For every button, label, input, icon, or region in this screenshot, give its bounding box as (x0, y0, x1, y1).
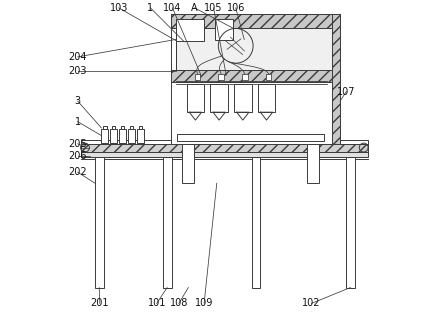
Bar (171, 14, 340, 144)
Polygon shape (237, 112, 249, 120)
Bar (177, 134, 324, 141)
Bar (128, 129, 135, 143)
Bar (103, 126, 107, 129)
Polygon shape (187, 84, 204, 112)
Text: 102: 102 (302, 298, 321, 308)
Bar (332, 14, 340, 144)
Text: 106: 106 (226, 3, 245, 13)
Bar (176, 28, 335, 70)
Polygon shape (210, 84, 228, 112)
Polygon shape (258, 84, 275, 112)
Bar (130, 126, 133, 129)
Bar (242, 74, 248, 80)
Bar (119, 129, 126, 143)
Bar (176, 19, 204, 41)
Bar (81, 152, 369, 157)
Bar (171, 70, 340, 82)
Text: 1: 1 (148, 3, 153, 13)
Text: 202: 202 (68, 167, 87, 177)
Text: A: A (191, 3, 198, 13)
Text: 1: 1 (75, 117, 81, 127)
Text: 201: 201 (90, 298, 109, 308)
Bar (112, 126, 116, 129)
Text: 104: 104 (163, 3, 182, 13)
Bar (266, 74, 272, 80)
Bar (95, 157, 104, 288)
Bar (346, 157, 355, 288)
Bar (194, 74, 200, 80)
Text: 105: 105 (204, 3, 223, 13)
Bar (182, 144, 194, 183)
Bar (110, 129, 117, 143)
Text: 205: 205 (68, 139, 87, 149)
Bar (171, 14, 340, 28)
Bar (139, 126, 142, 129)
Bar (101, 129, 109, 143)
Bar (81, 140, 369, 144)
Polygon shape (213, 112, 225, 120)
Bar (307, 144, 319, 183)
Bar (137, 129, 144, 143)
Text: 3: 3 (75, 96, 81, 106)
Text: 206: 206 (69, 151, 87, 161)
Bar (218, 74, 224, 80)
Bar (81, 144, 369, 152)
Text: 204: 204 (69, 52, 87, 62)
Text: 107: 107 (337, 87, 356, 97)
Bar (121, 126, 124, 129)
Text: 109: 109 (195, 298, 214, 308)
Text: 103: 103 (109, 3, 128, 13)
Text: 108: 108 (170, 298, 188, 308)
Polygon shape (189, 112, 202, 120)
Text: 203: 203 (69, 66, 87, 76)
Bar (163, 157, 172, 288)
Bar (252, 157, 260, 288)
Bar (215, 19, 233, 40)
Polygon shape (260, 112, 273, 120)
Text: 101: 101 (148, 298, 166, 308)
Polygon shape (234, 84, 252, 112)
